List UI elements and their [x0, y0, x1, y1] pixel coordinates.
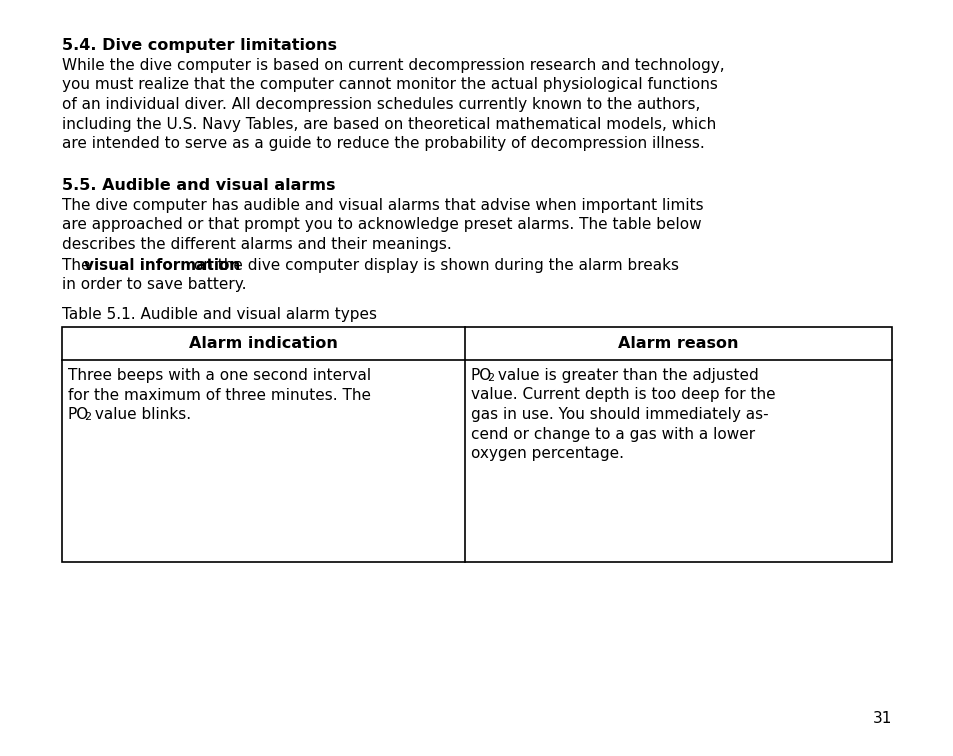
Bar — [62, 327, 891, 562]
Text: 2: 2 — [486, 373, 494, 383]
Text: describes the different alarms and their meanings.: describes the different alarms and their… — [62, 237, 452, 252]
Text: value. Current depth is too deep for the: value. Current depth is too deep for the — [471, 388, 775, 402]
Text: The: The — [62, 258, 95, 273]
Text: gas in use. You should immediately as-: gas in use. You should immediately as- — [471, 407, 768, 422]
Text: on the dive computer display is shown during the alarm breaks: on the dive computer display is shown du… — [189, 258, 679, 273]
Text: including the U.S. Navy Tables, are based on theoretical mathematical models, wh: including the U.S. Navy Tables, are base… — [62, 116, 716, 132]
Text: PO: PO — [68, 407, 90, 422]
Text: of an individual diver. All decompression schedules currently known to the autho: of an individual diver. All decompressio… — [62, 97, 700, 112]
Text: While the dive computer is based on current decompression research and technolog: While the dive computer is based on curr… — [62, 58, 724, 73]
Text: are intended to serve as a guide to reduce the probability of decompression illn: are intended to serve as a guide to redu… — [62, 136, 704, 151]
Text: PO: PO — [471, 368, 492, 383]
Text: are approached or that prompt you to acknowledge preset alarms. The table below: are approached or that prompt you to ack… — [62, 218, 700, 233]
Text: Alarm reason: Alarm reason — [618, 336, 738, 351]
Text: Table 5.1. Audible and visual alarm types: Table 5.1. Audible and visual alarm type… — [62, 307, 376, 322]
Text: 5.4. Dive computer limitations: 5.4. Dive computer limitations — [62, 38, 336, 53]
Text: for the maximum of three minutes. The: for the maximum of three minutes. The — [68, 388, 371, 402]
Text: value is greater than the adjusted: value is greater than the adjusted — [493, 368, 758, 383]
Text: in order to save battery.: in order to save battery. — [62, 277, 246, 293]
Text: 31: 31 — [872, 711, 891, 726]
Text: The dive computer has audible and visual alarms that advise when important limit: The dive computer has audible and visual… — [62, 198, 703, 213]
Text: cend or change to a gas with a lower: cend or change to a gas with a lower — [471, 426, 755, 442]
Text: 2: 2 — [84, 412, 91, 422]
Text: Alarm indication: Alarm indication — [189, 336, 337, 351]
Text: value blinks.: value blinks. — [90, 407, 191, 422]
Text: you must realize that the computer cannot monitor the actual physiological funct: you must realize that the computer canno… — [62, 78, 717, 92]
Text: visual information: visual information — [84, 258, 240, 273]
Text: Three beeps with a one second interval: Three beeps with a one second interval — [68, 368, 371, 383]
Text: oxygen percentage.: oxygen percentage. — [471, 446, 623, 461]
Text: 5.5. Audible and visual alarms: 5.5. Audible and visual alarms — [62, 178, 335, 193]
